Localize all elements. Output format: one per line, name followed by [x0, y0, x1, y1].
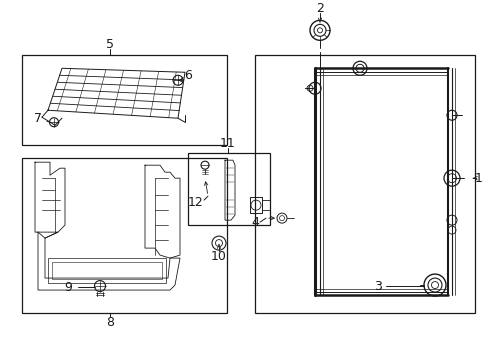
Text: 1: 1	[474, 172, 482, 185]
Bar	[187, 153, 269, 225]
Bar	[22, 55, 226, 145]
Text: 2: 2	[315, 2, 323, 15]
Text: 8: 8	[106, 315, 114, 329]
Bar	[22, 158, 226, 313]
Bar	[52, 262, 162, 279]
Text: 12: 12	[188, 195, 203, 209]
Text: 11: 11	[220, 137, 235, 150]
Text: 6: 6	[183, 69, 192, 82]
Text: 7: 7	[34, 112, 42, 125]
Bar	[254, 55, 474, 313]
Text: 4: 4	[250, 216, 259, 229]
Text: 9: 9	[64, 280, 72, 293]
Text: 5: 5	[106, 38, 114, 51]
Bar	[48, 258, 165, 283]
Text: 10: 10	[211, 249, 226, 262]
Bar	[249, 197, 262, 213]
Text: 3: 3	[373, 280, 381, 293]
